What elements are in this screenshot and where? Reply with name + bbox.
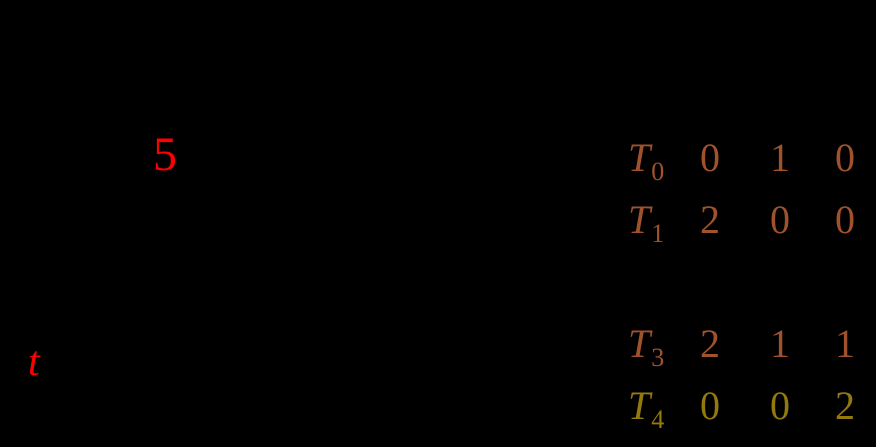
row-label-t0: T0 (628, 127, 700, 203)
axis-tick-label-5: 5 (153, 128, 177, 181)
cell-value: 0 (700, 135, 720, 180)
table-row-t4: T4 0 0 2 (628, 375, 876, 437)
row-label-subscript: 0 (651, 157, 665, 186)
time-axis-label-t: t (28, 339, 40, 385)
cell-value: 1 (770, 321, 790, 366)
cell-value: 0 (835, 197, 855, 242)
row-label-subscript: 1 (651, 219, 665, 248)
row-label-letter: T (628, 383, 651, 428)
cell-value: 0 (835, 135, 855, 180)
row-label-t1: T1 (628, 189, 700, 265)
row-label-letter: T (628, 321, 651, 366)
row-label-t4: T4 (628, 375, 700, 447)
row-label-letter: T (628, 197, 651, 242)
cell-value: 0 (770, 383, 790, 428)
cell-value: 0 (770, 197, 790, 242)
table-row-t3: T3 2 1 1 (628, 313, 876, 375)
row-label-letter: T (628, 135, 651, 180)
row-label-subscript: 3 (651, 343, 665, 372)
table-row-t0: T0 0 1 0 (628, 127, 876, 189)
cell-value: 2 (700, 321, 720, 366)
row-label-subscript: 4 (651, 405, 665, 434)
task-parameter-table: T0 0 1 0 T1 2 0 0 T3 2 1 1 T4 0 0 2 (628, 127, 876, 437)
cell-value: 1 (770, 135, 790, 180)
table-row-t1: T1 2 0 0 (628, 189, 876, 251)
cell-value: 2 (700, 197, 720, 242)
cell-value: 0 (700, 383, 720, 428)
row-label-t3: T3 (628, 313, 700, 389)
cell-value: 2 (835, 383, 855, 428)
cell-value: 1 (835, 321, 855, 366)
